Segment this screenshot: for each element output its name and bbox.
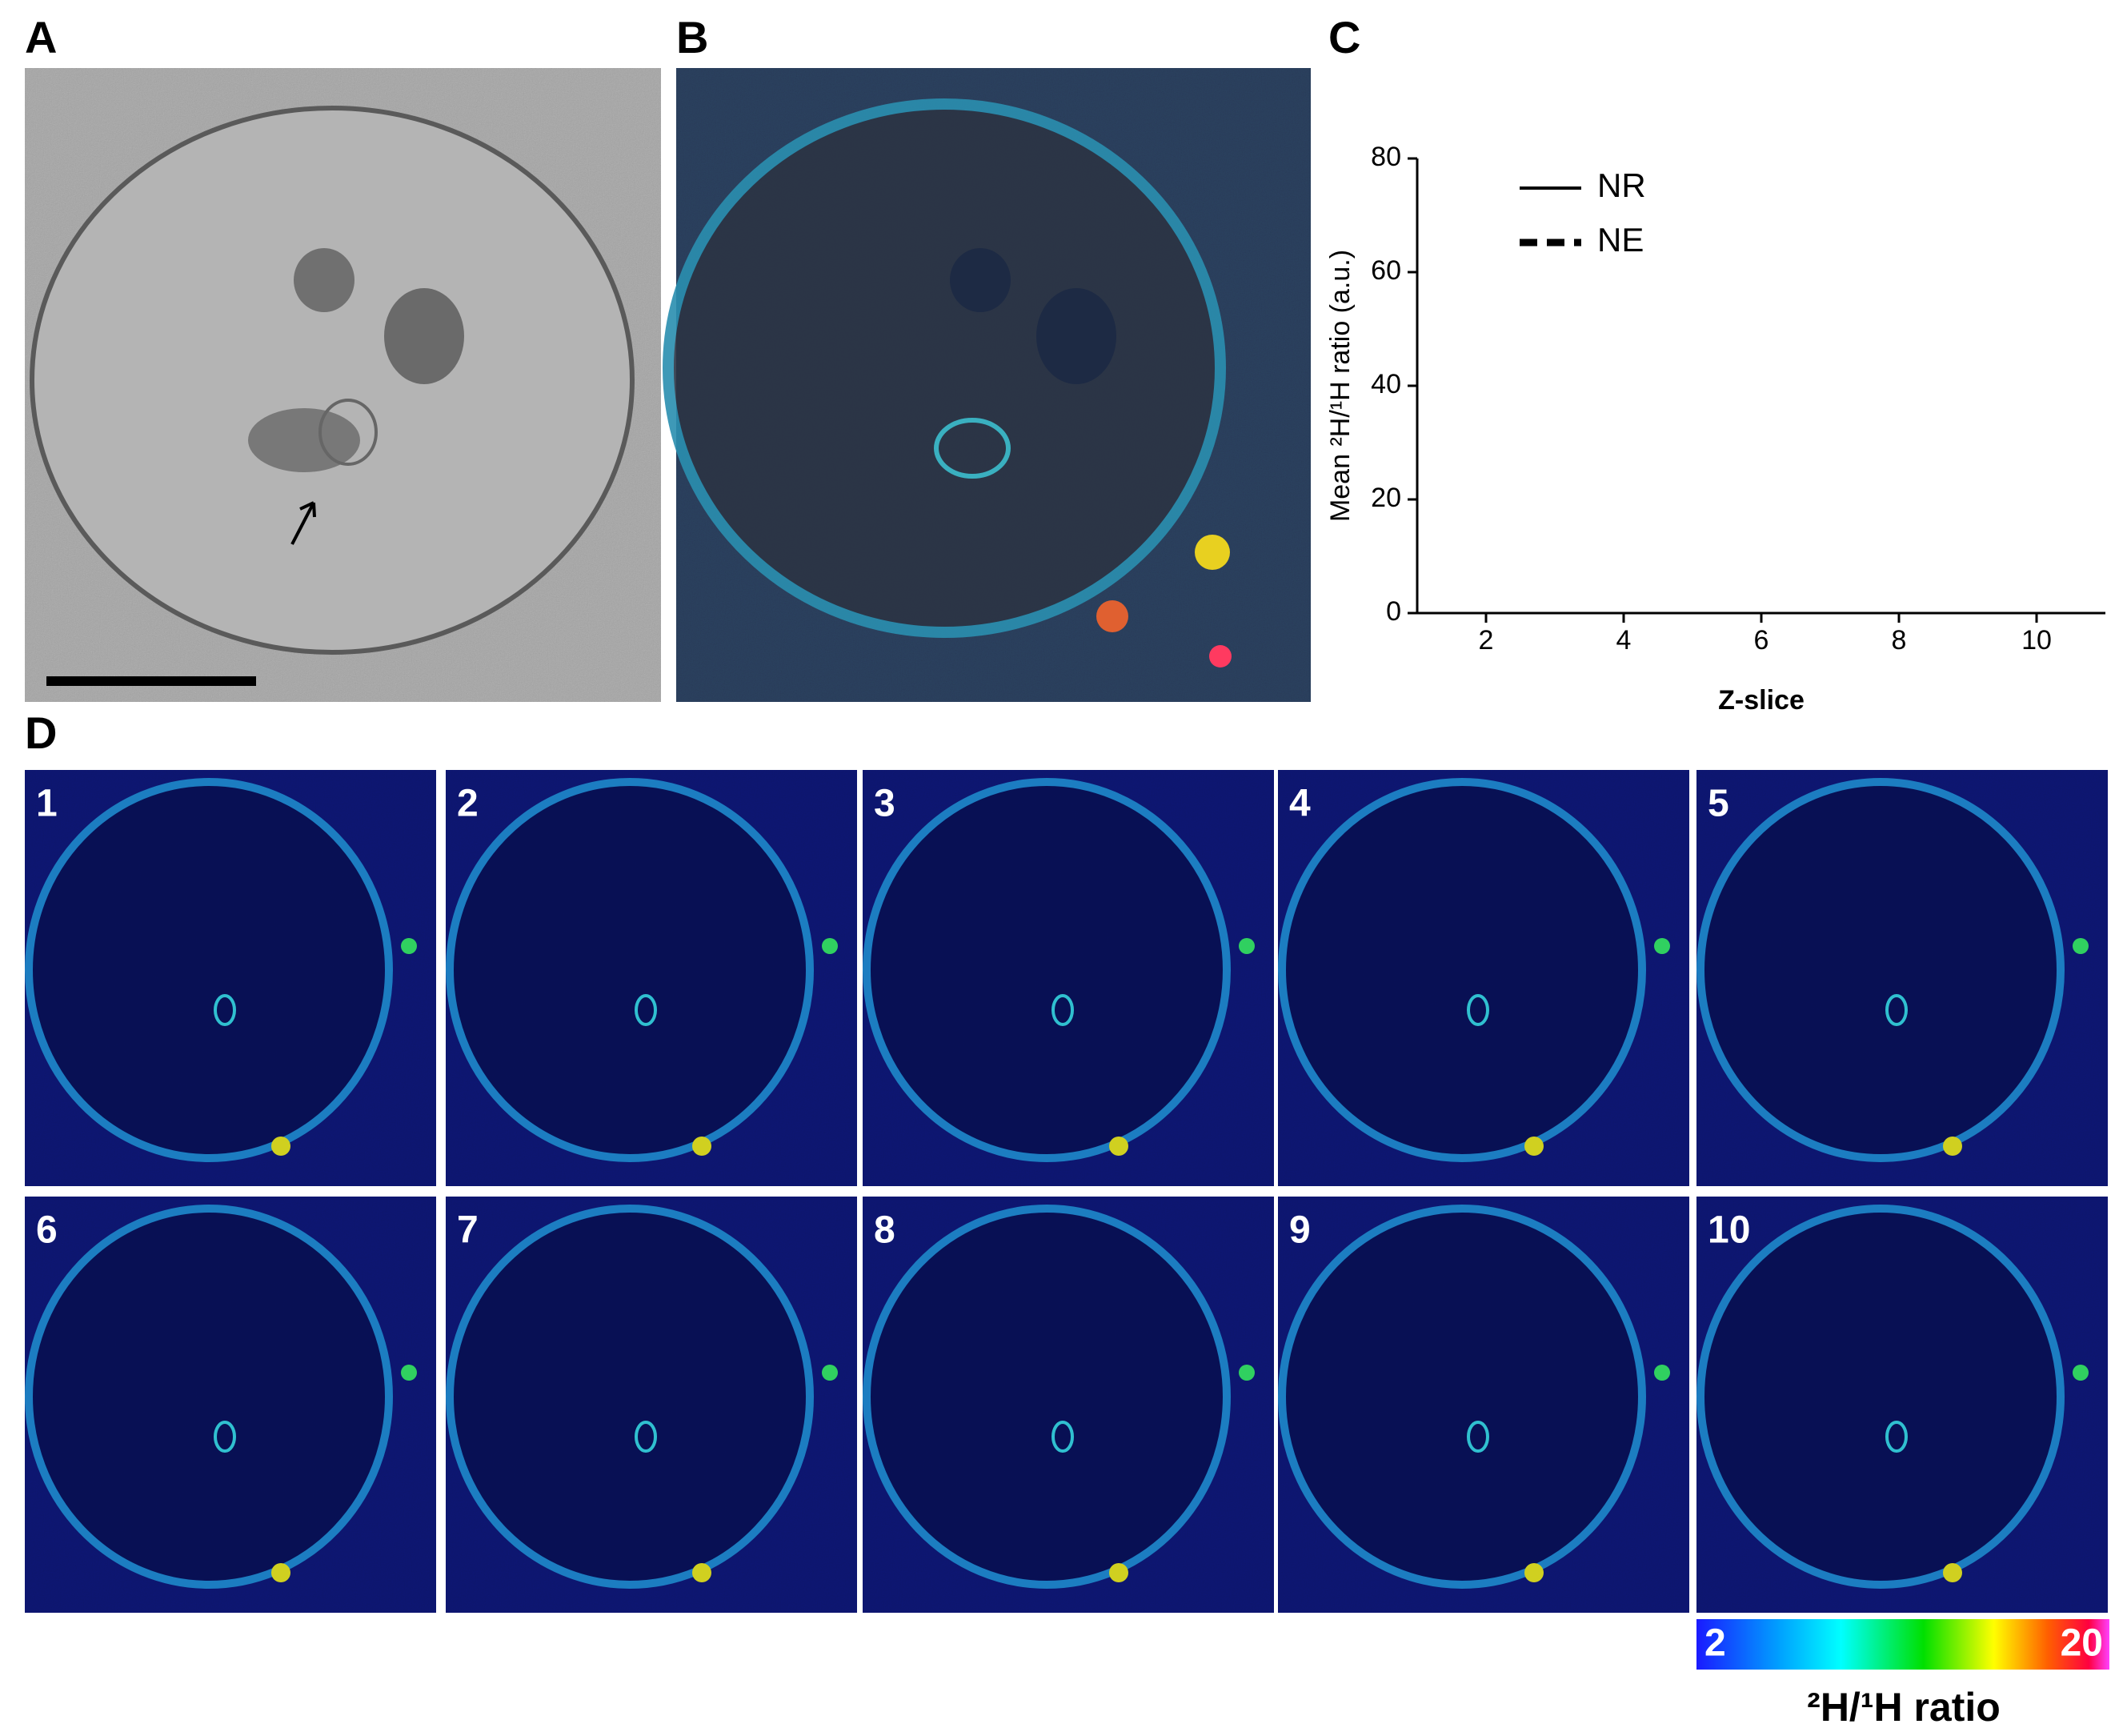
hotspot — [1654, 1365, 1670, 1381]
slice-label: 10 — [1708, 1209, 1750, 1252]
x-tick-label: 4 — [1616, 625, 1632, 656]
slice-image — [446, 1197, 857, 1613]
hotspot — [1524, 1563, 1544, 1582]
y-tick-label: 20 — [1371, 483, 1401, 513]
nucleus-outline — [446, 1205, 814, 1589]
panel-a-image — [25, 68, 661, 702]
x-tick-label: 8 — [1892, 625, 1907, 656]
hotspot — [1109, 1563, 1128, 1582]
nucleolus-ring — [1885, 994, 1908, 1026]
hotspot — [401, 1365, 417, 1381]
slice-image — [25, 770, 436, 1186]
slice-image — [863, 770, 1274, 1186]
hotspot — [692, 1137, 711, 1156]
slice-label: 1 — [36, 783, 58, 825]
nucleus-outline — [863, 1205, 1231, 1589]
hotspot — [1943, 1563, 1962, 1582]
hotspot — [1943, 1137, 1962, 1156]
legend-label: NE — [1597, 221, 1644, 259]
colorbar-min: 2 — [1704, 1622, 1726, 1665]
panel-b-image — [663, 68, 1311, 702]
panel-label: C — [1328, 12, 1360, 62]
hotspot — [1239, 1365, 1255, 1381]
nucleus-outline — [1696, 1205, 2065, 1589]
slice-image — [446, 770, 857, 1186]
slice-image — [1696, 770, 2108, 1186]
hotspot — [271, 1137, 290, 1156]
slice-image — [1278, 1197, 1689, 1613]
colorbar-max: 20 — [2061, 1622, 2103, 1665]
nucleolus-ring — [1467, 994, 1489, 1026]
slice-label: 6 — [36, 1209, 58, 1252]
nucleus-outline — [446, 778, 814, 1162]
nucleus-outline — [1696, 778, 2065, 1162]
nucleus-outline — [25, 778, 393, 1162]
x-tick-label: 2 — [1479, 625, 1494, 656]
x-axis-label: Z-slice — [1718, 685, 1805, 716]
y-tick-label: 60 — [1371, 255, 1401, 286]
slice-image — [25, 1197, 436, 1613]
y-tick-label: 0 — [1386, 596, 1401, 627]
slice-label: 4 — [1289, 783, 1311, 825]
hotspot — [822, 1365, 838, 1381]
nucleolus-ring — [635, 1421, 657, 1453]
panel-label: D — [25, 708, 57, 758]
y-axis-label: Mean ²H/¹H ratio (a.u.) — [1325, 250, 1356, 522]
nucleolus-ring — [214, 1421, 236, 1453]
y-tick-label: 80 — [1371, 142, 1401, 172]
colorbar-title: ²H/¹H ratio — [1807, 1685, 2001, 1730]
x-tick-label: 10 — [2021, 625, 2052, 656]
slice-label: 7 — [457, 1209, 479, 1252]
nucleus-outline — [863, 778, 1231, 1162]
slice-image — [1278, 770, 1689, 1186]
hotspot — [271, 1563, 290, 1582]
panel-label: B — [676, 12, 708, 62]
nucleolus-ring — [214, 994, 236, 1026]
nucleus-outline — [25, 1205, 393, 1589]
nucleolus-ring — [1467, 1421, 1489, 1453]
nucleus-outline — [1278, 1205, 1646, 1589]
hotspot — [692, 1563, 711, 1582]
nucleolus-ring — [1051, 994, 1074, 1026]
slice-image — [863, 1197, 1274, 1613]
slice-label: 3 — [874, 783, 895, 825]
nucleolus-ring — [1885, 1421, 1908, 1453]
hotspot — [1654, 938, 1670, 954]
panel-label: A — [25, 12, 57, 62]
colorbar — [1696, 1619, 2109, 1670]
y-tick-label: 40 — [1371, 369, 1401, 399]
legend-label: NR — [1597, 166, 1646, 204]
slice-label: 8 — [874, 1209, 895, 1252]
scale-bar — [46, 676, 256, 686]
hotspot — [1524, 1137, 1544, 1156]
nucleolus-ring — [1051, 1421, 1074, 1453]
slice-image — [1696, 1197, 2108, 1613]
hotspot — [2073, 1365, 2089, 1381]
hotspot — [2073, 938, 2089, 954]
hotspot — [401, 938, 417, 954]
slice-label: 9 — [1289, 1209, 1311, 1252]
x-tick-label: 6 — [1754, 625, 1769, 656]
slice-label: 5 — [1708, 783, 1729, 825]
slice-label: 2 — [457, 783, 479, 825]
nucleolus-ring — [635, 994, 657, 1026]
nucleus-outline — [1278, 778, 1646, 1162]
hotspot — [822, 938, 838, 954]
hotspot — [1239, 938, 1255, 954]
hotspot — [1109, 1137, 1128, 1156]
